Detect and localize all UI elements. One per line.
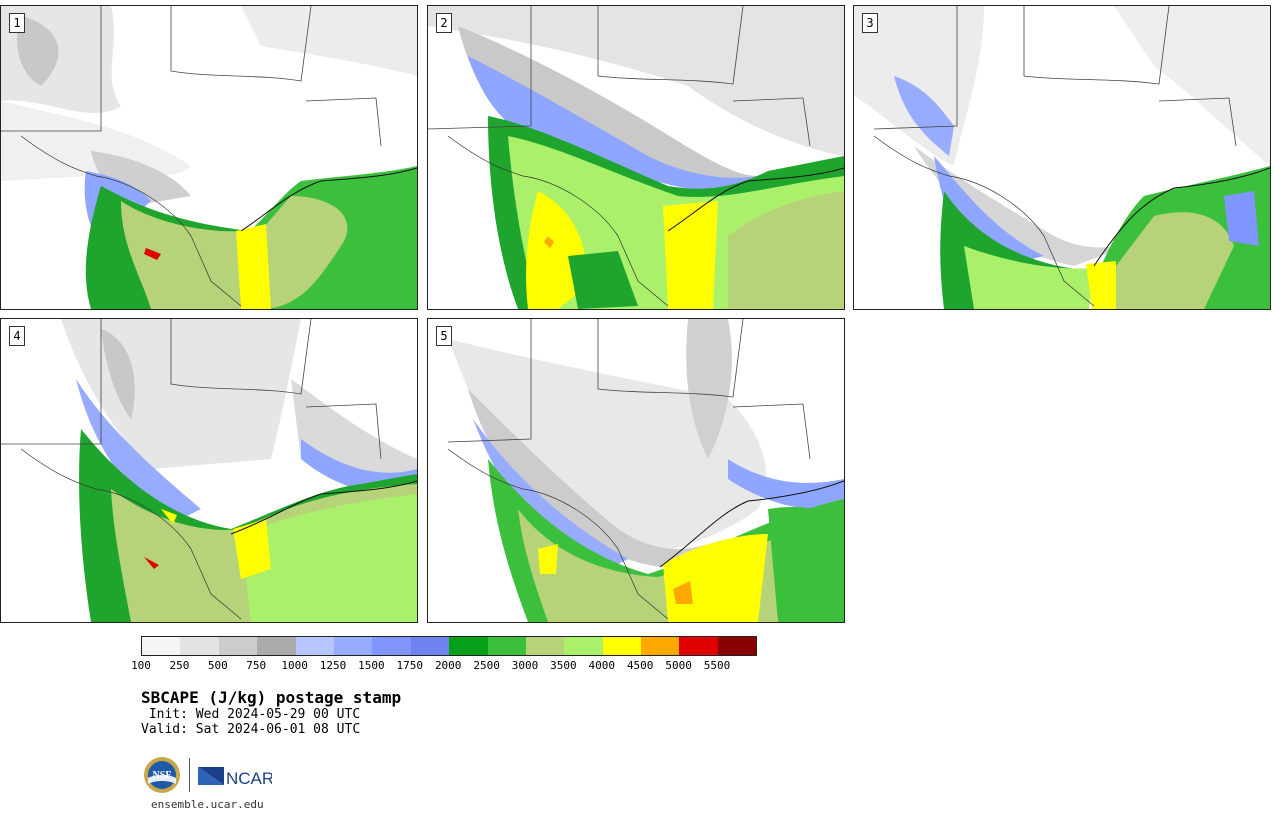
colorbar-tick-label: 1250: [319, 659, 347, 672]
colorbar-swatch: [410, 637, 450, 655]
colorbar-tick-label: 2000: [434, 659, 462, 672]
panel-number-3: 3: [862, 13, 878, 33]
colorbar-swatch: [564, 637, 603, 655]
colorbar-swatch: [525, 637, 565, 655]
panel-number-5: 5: [436, 326, 452, 346]
colorbar-swatch: [180, 637, 219, 655]
site-url: ensemble.ucar.edu: [151, 798, 264, 811]
logos: NSF NCAR: [143, 756, 272, 794]
colorbar-swatch: [218, 637, 258, 655]
colorbar-tick-label: 500: [207, 659, 228, 672]
colorbar-tick-label: 5500: [703, 659, 731, 672]
stamp-map-1: [1, 6, 417, 309]
colorbar-swatch: [372, 637, 411, 655]
panel-number-1: 1: [9, 13, 25, 33]
colorbar-tick-label: 1000: [281, 659, 308, 672]
colorbar-tick-label: 250: [169, 659, 190, 672]
stamp-map-3: [854, 6, 1270, 309]
stamp-panel-2: 2: [427, 5, 845, 310]
nsf-logo-icon: NSF: [144, 757, 180, 793]
ncar-logo-icon: NCAR: [198, 767, 272, 788]
colorbar-swatch: [717, 637, 757, 655]
colorbar-tick-label: 2500: [473, 659, 500, 672]
colorbar-swatch: [602, 637, 642, 655]
stamp-map-2: [428, 6, 844, 309]
colorbar-swatch: [487, 637, 526, 655]
colorbar-tick-label: 5000: [665, 659, 692, 672]
colorbar: [141, 636, 758, 656]
stamp-panel-3: 3: [853, 5, 1271, 310]
page-title: SBCAPE (J/kg) postage stamp: [141, 688, 402, 707]
colorbar-swatch: [679, 637, 718, 655]
colorbar-swatch: [142, 637, 181, 655]
colorbar-swatch: [641, 637, 680, 655]
svg-text:NSF: NSF: [153, 770, 172, 781]
init-time: Init: Wed 2024-05-29 00 UTC: [141, 707, 361, 722]
colorbar-swatch: [295, 637, 334, 655]
panel-number-4: 4: [9, 326, 25, 346]
colorbar-tick-label: 750: [246, 659, 267, 672]
panel-number-2: 2: [436, 13, 452, 33]
colorbar-tick-label: 4000: [588, 659, 616, 672]
stamp-map-4: [1, 319, 417, 622]
colorbar-swatch: [257, 637, 296, 655]
stamp-panel-5: 5: [427, 318, 845, 623]
colorbar-swatch: [449, 637, 488, 655]
valid-time: Valid: Sat 2024-06-01 08 UTC: [141, 722, 361, 737]
stamp-panel-4: 4: [0, 318, 418, 623]
colorbar-tick-label: 3000: [511, 659, 539, 672]
stamp-map-5: [428, 319, 844, 622]
colorbar-tick-label: 4500: [626, 659, 654, 672]
colorbar-tick-label: 3500: [550, 659, 577, 672]
colorbar-swatch: [333, 637, 373, 655]
colorbar-tick-label: 1500: [358, 659, 385, 672]
stamp-panel-1: 1: [0, 5, 418, 310]
svg-text:NCAR: NCAR: [226, 769, 272, 788]
colorbar-tick-label: 1750: [396, 659, 424, 672]
logo-divider: [189, 758, 190, 792]
colorbar-tick-label: 100: [131, 659, 151, 672]
